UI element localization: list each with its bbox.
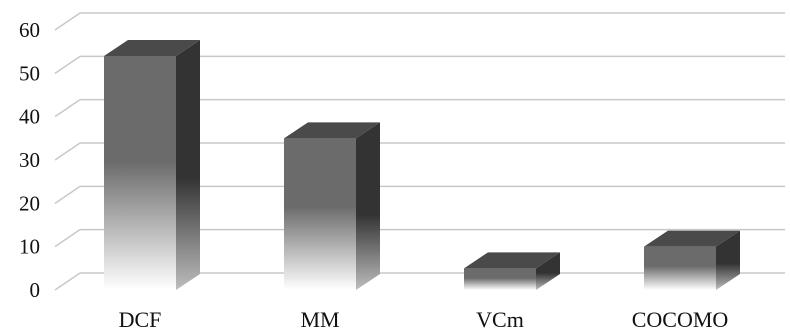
gridline [54, 12, 785, 31]
bars [104, 40, 740, 290]
y-tick-label: 20 [19, 191, 40, 215]
y-tick-label: 40 [19, 105, 40, 129]
y-tick-label: 60 [19, 18, 40, 42]
bar [104, 40, 200, 290]
x-category-label: VCm [476, 307, 524, 330]
y-tick-label: 0 [30, 278, 41, 302]
x-axis-category-labels: DCF MM VCm COCOMO [119, 307, 729, 330]
x-category-label: DCF [119, 307, 162, 330]
y-tick-label: 30 [19, 148, 40, 172]
bar [464, 252, 560, 290]
y-axis-tick-labels: 0 10 20 30 40 50 60 [19, 18, 40, 302]
x-category-label: MM [300, 307, 339, 330]
bar [644, 230, 740, 290]
x-category-label: COCOMO [632, 307, 729, 330]
y-tick-label: 50 [19, 61, 40, 85]
y-tick-label: 10 [19, 235, 40, 259]
bar [284, 122, 380, 290]
